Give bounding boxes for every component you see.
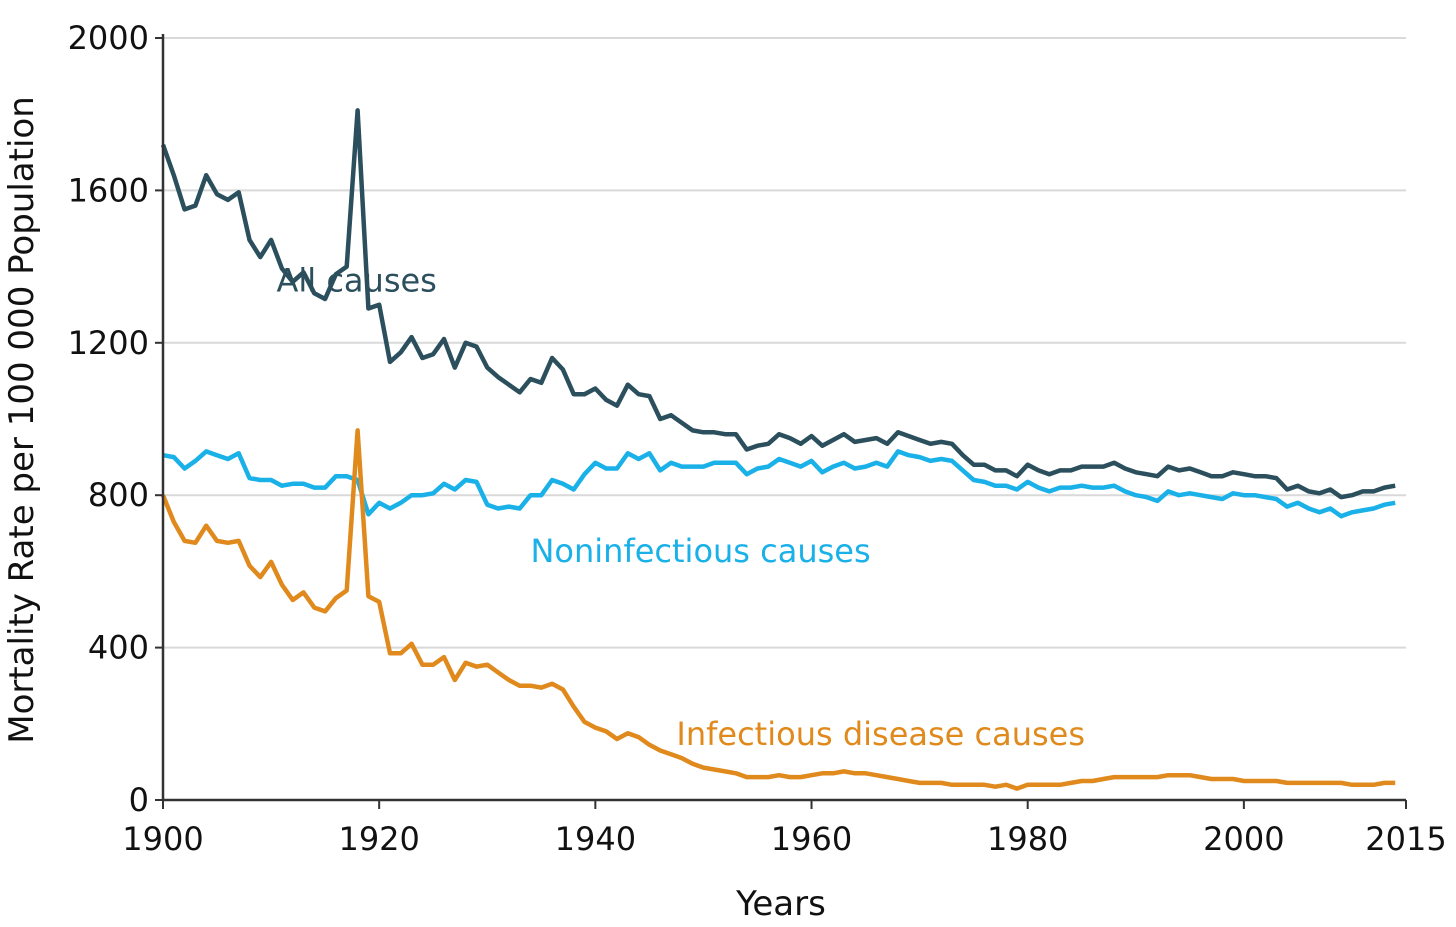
series-line-all-causes [160,108,1396,500]
x-tick-label: 1900 [122,820,203,858]
y-tick-label: 1200 [68,324,149,362]
y-tick-label: 1600 [68,171,149,209]
series-line-infectious-disease-causes [160,428,1396,791]
y-tick-label: 800 [88,476,149,514]
y-tick-label: 2000 [68,19,149,57]
series-lines [160,108,1396,791]
y-tick-label: 0 [129,781,149,819]
x-tick-label: 1940 [555,820,636,858]
series-label: Infectious disease causes [676,715,1085,753]
y-tick-label: 400 [88,629,149,667]
x-tick-label: 1920 [338,820,419,858]
series-labels: All causes Noninfectious causes Infectious… [276,261,1085,752]
y-axis-label: Mortality Rate per 100 000 Population [2,96,42,744]
x-tick-label: 2015 [1365,820,1446,858]
series-line-noninfectious-causes [162,449,1396,519]
x-tick-label: 2000 [1203,820,1284,858]
x-axis-label: Years [735,884,826,924]
series-label: All causes [276,261,436,299]
axes: 0 400 800 1200 1600 2000 1900 1920 1940 1960 1980 2… [68,19,1447,858]
series-label: Noninfectious causes [530,532,870,570]
x-tick-label: 1980 [987,820,1068,858]
x-tick-label: 1960 [771,820,852,858]
